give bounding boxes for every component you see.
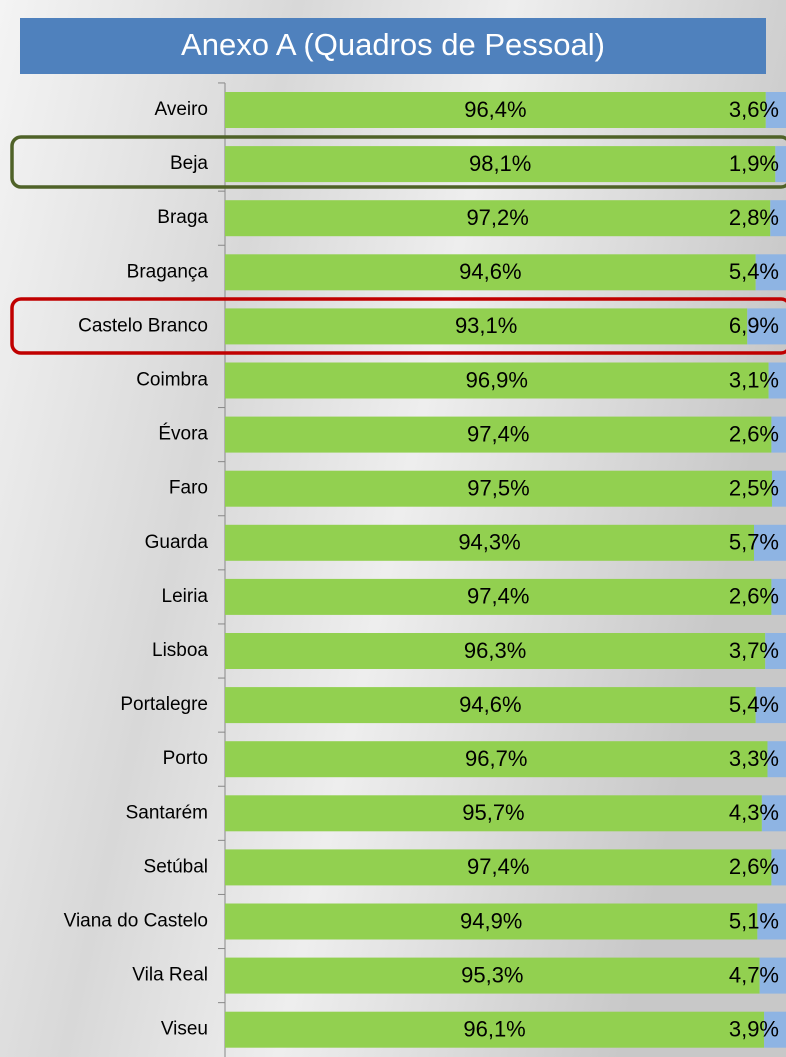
y-tick-label: Faro xyxy=(169,478,208,499)
bar-segment xyxy=(771,849,786,886)
bar-segment xyxy=(759,957,786,994)
data-label: 3,7% xyxy=(729,638,779,663)
bar-segment xyxy=(768,362,786,399)
bar-segment xyxy=(775,146,786,183)
y-tick-label: Porto xyxy=(163,748,208,769)
bar-segment xyxy=(761,795,786,832)
data-label: 94,9% xyxy=(460,908,522,933)
chart-title: Anexo A (Quadros de Pessoal) xyxy=(181,27,605,62)
y-tick-label: Santarém xyxy=(126,802,208,823)
data-label: 97,2% xyxy=(466,205,528,230)
bar-segment xyxy=(225,416,772,453)
y-tick-label: Setúbal xyxy=(144,856,208,877)
bar-segment xyxy=(755,254,786,291)
data-label: 2,6% xyxy=(729,584,779,609)
data-label: 2,6% xyxy=(729,421,779,446)
y-tick-label: Guarda xyxy=(145,532,209,553)
bar-segment xyxy=(225,795,762,832)
bar-segment xyxy=(225,362,769,399)
bar-segment xyxy=(765,92,786,128)
data-label: 96,4% xyxy=(464,97,526,122)
highlight-box xyxy=(10,135,786,189)
bar-segment xyxy=(771,578,786,615)
data-label: 96,9% xyxy=(466,367,528,392)
bar-segment xyxy=(225,308,748,345)
data-label: 5,7% xyxy=(729,530,779,555)
data-label: 97,4% xyxy=(467,854,529,879)
bar-segment xyxy=(755,687,786,724)
data-label: 94,6% xyxy=(459,692,521,717)
bar-segment xyxy=(225,687,756,724)
data-label: 94,3% xyxy=(458,530,520,555)
data-label: 98,1% xyxy=(469,151,531,176)
bar-segment xyxy=(225,200,771,237)
y-tick-label: Aveiro xyxy=(154,99,208,120)
bar-segment xyxy=(771,416,786,453)
highlight-box xyxy=(10,297,786,355)
data-label: 94,6% xyxy=(459,259,521,284)
bar-segment xyxy=(754,524,786,561)
bar-segment xyxy=(225,254,756,291)
bar-segment xyxy=(225,1011,765,1048)
data-label: 4,7% xyxy=(729,962,779,987)
y-tick-label: Beja xyxy=(170,153,208,174)
y-tick-label: Lisboa xyxy=(152,640,208,661)
y-tick-label: Leiria xyxy=(162,586,209,607)
data-label: 96,7% xyxy=(465,746,527,771)
data-label: 2,6% xyxy=(729,854,779,879)
data-label: 93,1% xyxy=(455,313,517,338)
data-label: 3,9% xyxy=(729,1017,779,1042)
data-label: 3,1% xyxy=(729,367,779,392)
bar-segment xyxy=(225,470,772,507)
bar-segment xyxy=(225,578,772,615)
data-label: 5,4% xyxy=(729,259,779,284)
bar-segment xyxy=(225,957,760,994)
bar-segment xyxy=(225,633,766,669)
bar-segment xyxy=(747,308,786,345)
y-tick-label: Bragança xyxy=(127,261,209,282)
bar-segment xyxy=(225,524,755,561)
bar-segment xyxy=(225,92,766,128)
data-label: 97,4% xyxy=(467,421,529,446)
y-tick-label: Viana do Castelo xyxy=(64,911,208,932)
data-label: 95,7% xyxy=(462,800,524,825)
y-tick-label: Portalegre xyxy=(120,694,208,715)
plot: Aveiro 96,4% 3,6% Beja 98,1% 1,9% Braga 97,2% 2,… xyxy=(64,82,786,1048)
data-label: 97,5% xyxy=(467,476,529,501)
bar-segment xyxy=(225,903,758,940)
y-tick-label: Vila Real xyxy=(132,965,208,986)
title-bar xyxy=(20,18,766,74)
bar-segment xyxy=(770,200,786,237)
y-tick-label: Évora xyxy=(158,424,208,445)
data-label: 4,3% xyxy=(729,800,779,825)
bar-segment xyxy=(225,146,776,183)
bar-segment xyxy=(765,633,786,669)
data-label: 96,3% xyxy=(464,638,526,663)
bar-segment xyxy=(225,741,768,778)
data-label: 96,1% xyxy=(463,1017,525,1042)
bar-segment xyxy=(767,741,786,778)
data-label: 97,4% xyxy=(467,584,529,609)
bar-segment xyxy=(225,849,772,886)
data-label: 5,4% xyxy=(729,692,779,717)
bar-segment xyxy=(771,470,786,507)
bar-segment xyxy=(764,1011,786,1048)
data-label: 3,3% xyxy=(729,746,779,771)
bar-segment xyxy=(757,903,786,940)
y-tick-label: Viseu xyxy=(161,1019,208,1040)
y-tick-label: Coimbra xyxy=(136,370,208,391)
y-tick-label: Castelo Branco xyxy=(78,315,208,336)
data-label: 6,9% xyxy=(729,313,779,338)
data-label: 95,3% xyxy=(461,962,523,987)
data-label: 2,8% xyxy=(729,205,779,230)
y-tick-label: Braga xyxy=(157,207,208,228)
data-label: 2,5% xyxy=(729,476,779,501)
data-label: 3,6% xyxy=(729,97,779,122)
data-label: 1,9% xyxy=(729,151,779,176)
data-label: 5,1% xyxy=(729,908,779,933)
